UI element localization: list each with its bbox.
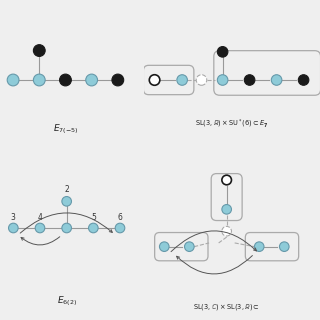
Circle shape xyxy=(112,74,124,86)
Text: 2: 2 xyxy=(64,185,69,194)
Circle shape xyxy=(33,74,45,86)
Circle shape xyxy=(298,75,309,85)
Circle shape xyxy=(222,227,231,236)
Text: $E_{7(-5)}$: $E_{7(-5)}$ xyxy=(53,122,78,136)
Circle shape xyxy=(222,175,231,185)
Circle shape xyxy=(279,242,289,252)
Circle shape xyxy=(217,75,228,85)
Circle shape xyxy=(62,223,71,233)
Text: 6: 6 xyxy=(117,212,123,222)
FancyArrowPatch shape xyxy=(20,213,112,233)
FancyArrowPatch shape xyxy=(21,237,60,245)
Circle shape xyxy=(254,242,264,252)
Circle shape xyxy=(89,223,98,233)
FancyArrowPatch shape xyxy=(171,231,256,252)
Circle shape xyxy=(62,196,71,206)
Circle shape xyxy=(9,223,18,233)
Text: $\mathrm{SL}(3,\mathbb{R})\times\mathrm{SU}^*(6)\subset E_{\mathbf{7}}$: $\mathrm{SL}(3,\mathbb{R})\times\mathrm{… xyxy=(195,118,269,130)
Text: $E_{6(2)}$: $E_{6(2)}$ xyxy=(57,295,77,308)
Circle shape xyxy=(7,74,19,86)
Circle shape xyxy=(35,223,45,233)
Circle shape xyxy=(271,75,282,85)
Circle shape xyxy=(185,242,194,252)
Circle shape xyxy=(177,75,188,85)
FancyArrowPatch shape xyxy=(177,256,252,274)
Circle shape xyxy=(149,75,160,85)
Circle shape xyxy=(60,74,71,86)
Circle shape xyxy=(159,242,169,252)
Circle shape xyxy=(244,75,255,85)
Text: 3: 3 xyxy=(11,212,16,222)
Circle shape xyxy=(115,223,125,233)
Circle shape xyxy=(222,204,231,214)
Text: $\mathrm{SL}(3,\mathbb{C})\times\mathrm{SL}(3,\mathbb{R})\subset$: $\mathrm{SL}(3,\mathbb{C})\times\mathrm{… xyxy=(193,302,260,312)
Text: 4: 4 xyxy=(37,212,43,222)
Circle shape xyxy=(217,47,228,57)
Circle shape xyxy=(86,74,98,86)
Text: 5: 5 xyxy=(91,212,96,222)
Circle shape xyxy=(196,75,207,85)
Circle shape xyxy=(33,45,45,56)
